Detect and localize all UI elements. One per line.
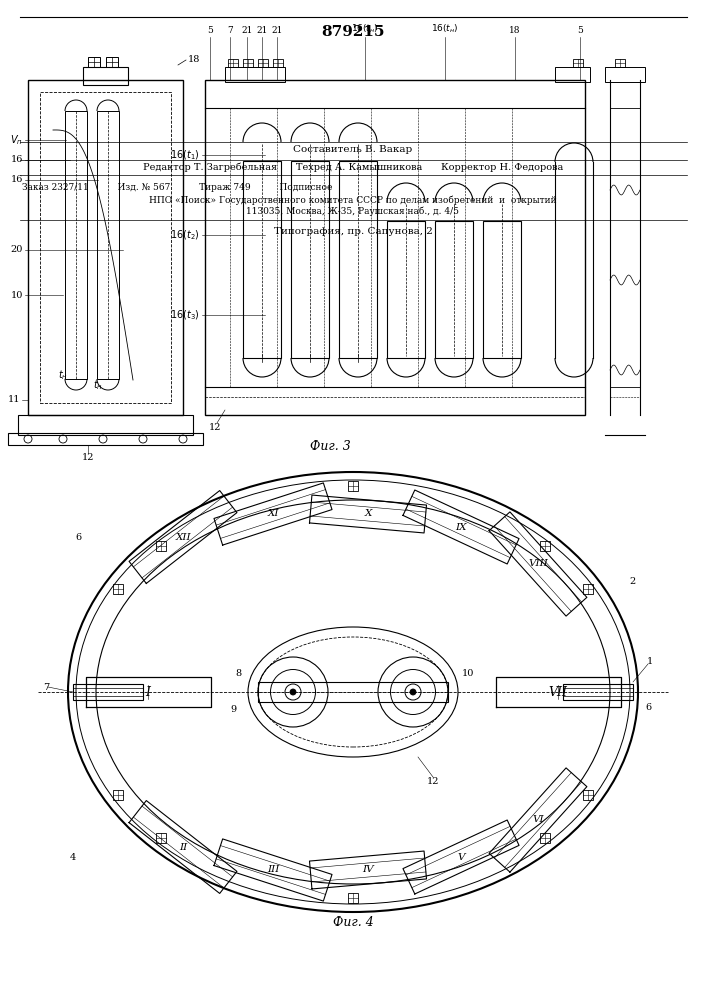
Bar: [156, 541, 166, 551]
Text: Редактор Т. Загребельная      Техред А. Камышникова      Корректор Н. Федорова: Редактор Т. Загребельная Техред А. Камыш…: [143, 162, 563, 172]
Text: IX: IX: [455, 522, 467, 532]
Text: 18: 18: [188, 55, 200, 64]
Bar: [243, 161, 281, 358]
Text: $16(t_н)$: $16(t_н)$: [351, 22, 379, 35]
Text: 5: 5: [207, 26, 213, 35]
Text: XII: XII: [175, 532, 191, 542]
Bar: [615, 59, 625, 67]
Text: VI: VI: [532, 816, 544, 824]
Bar: [563, 688, 633, 696]
Bar: [387, 221, 425, 358]
Bar: [73, 684, 143, 700]
Text: 4: 4: [70, 852, 76, 861]
Text: $16(t_1)$: $16(t_1)$: [170, 148, 200, 162]
Text: 16: 16: [11, 176, 23, 184]
Bar: [18, 415, 193, 435]
Bar: [539, 541, 549, 551]
Bar: [273, 59, 283, 67]
Text: Типография, пр. Сапунова, 2: Типография, пр. Сапунова, 2: [274, 228, 433, 236]
Bar: [573, 59, 583, 67]
Text: $16(t_н)$: $16(t_н)$: [431, 22, 459, 35]
Text: Заказ 2327/11          Изд. № 567          Тираж 749          Подписное: Заказ 2327/11 Изд. № 567 Тираж 749 Подпи…: [22, 182, 332, 192]
Text: 20: 20: [11, 245, 23, 254]
Bar: [73, 688, 143, 696]
Text: IV: IV: [362, 865, 374, 874]
Bar: [583, 584, 592, 594]
Text: 5: 5: [577, 26, 583, 35]
Text: 16: 16: [11, 155, 23, 164]
Bar: [258, 59, 268, 67]
Text: 10: 10: [462, 670, 474, 678]
Text: 10: 10: [11, 290, 23, 300]
Text: 879215: 879215: [321, 25, 385, 39]
Text: НПО «Поиск» Государственного комитета СССР по делам изобретений  и  открытий: НПО «Поиск» Государственного комитета СС…: [149, 195, 557, 205]
Bar: [8, 433, 203, 445]
Bar: [228, 59, 238, 67]
Text: 8: 8: [235, 670, 241, 678]
Ellipse shape: [290, 689, 296, 695]
Bar: [205, 80, 585, 415]
Text: VIII: VIII: [528, 560, 548, 568]
Text: XI: XI: [267, 510, 279, 518]
Text: 113035, Москва, Ж-35, Раушская наб., д. 4/5: 113035, Москва, Ж-35, Раушская наб., д. …: [247, 206, 460, 216]
Text: 21: 21: [241, 26, 252, 35]
Text: 11: 11: [8, 395, 20, 404]
Text: II: II: [179, 842, 187, 852]
Text: $V_п$: $V_п$: [10, 133, 23, 147]
Bar: [605, 67, 645, 82]
Bar: [225, 67, 285, 82]
Text: 1: 1: [647, 658, 653, 666]
Bar: [113, 790, 123, 800]
Text: Фиг. 4: Фиг. 4: [332, 916, 373, 928]
Text: 18: 18: [509, 26, 521, 35]
Bar: [28, 80, 183, 415]
Text: 6: 6: [75, 532, 81, 542]
Text: 2: 2: [630, 578, 636, 586]
Text: 7: 7: [227, 26, 233, 35]
Bar: [97, 111, 119, 379]
Bar: [563, 684, 633, 700]
Text: 21: 21: [271, 26, 283, 35]
Bar: [339, 161, 377, 358]
Ellipse shape: [410, 689, 416, 695]
Text: 21: 21: [257, 26, 268, 35]
Bar: [348, 481, 358, 491]
Bar: [435, 221, 473, 358]
Text: Составитель В. Вакар: Составитель В. Вакар: [293, 144, 413, 153]
Bar: [555, 67, 590, 82]
Text: Фиг. 3: Фиг. 3: [310, 440, 351, 454]
Bar: [291, 161, 329, 358]
Text: V: V: [457, 852, 464, 861]
Bar: [40, 92, 171, 403]
Text: I: I: [146, 686, 151, 698]
Text: III: III: [267, 865, 279, 874]
Text: $16(t_3)$: $16(t_3)$: [170, 308, 200, 322]
Text: 9: 9: [230, 706, 236, 714]
Bar: [539, 833, 549, 843]
Bar: [156, 833, 166, 843]
Text: 12: 12: [209, 422, 221, 432]
Text: $t_н$: $t_н$: [93, 378, 103, 392]
Text: 12: 12: [82, 452, 94, 462]
Bar: [65, 111, 87, 379]
Bar: [113, 584, 123, 594]
Bar: [83, 67, 128, 85]
Text: 7: 7: [43, 682, 49, 692]
Text: 6: 6: [645, 702, 651, 712]
Bar: [106, 57, 118, 67]
Text: 12: 12: [427, 778, 439, 786]
Text: $16(t_2)$: $16(t_2)$: [170, 228, 200, 242]
Bar: [88, 57, 100, 67]
Bar: [583, 790, 592, 800]
Text: VII: VII: [549, 686, 568, 698]
Bar: [243, 59, 253, 67]
Bar: [348, 893, 358, 903]
Text: X: X: [364, 510, 372, 518]
Bar: [258, 682, 448, 702]
Text: $t_н$: $t_н$: [58, 368, 68, 382]
Bar: [483, 221, 521, 358]
